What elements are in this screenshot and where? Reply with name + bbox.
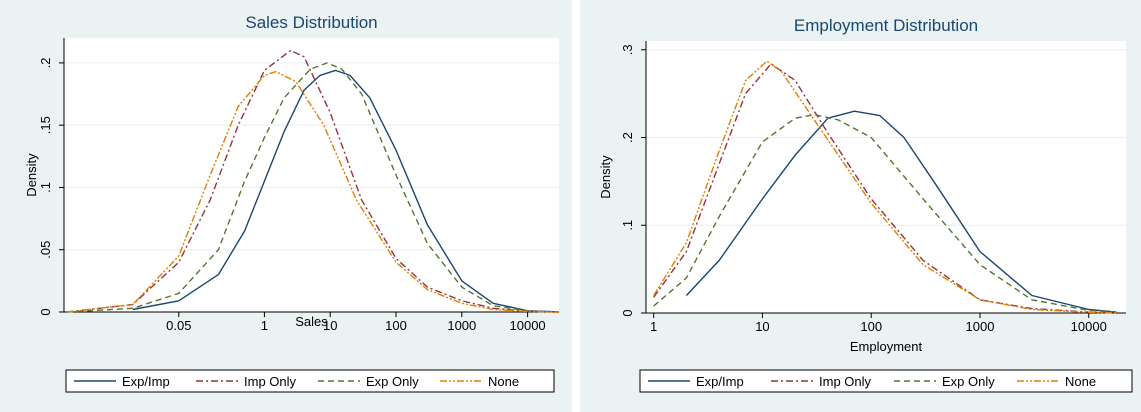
series-line-none <box>66 70 560 313</box>
x-tick-label: 10 <box>755 319 769 334</box>
series-line-exp-only <box>66 62 560 313</box>
plot-area <box>646 41 1126 313</box>
chart-2: 0 .1 .2 .3 1 10 100 1000 10000 Employment Distrib… <box>580 0 1141 412</box>
y-tick-label: .1 <box>38 182 53 193</box>
series-line-exp-only <box>653 114 1117 313</box>
legend-label-exp-imp: Exp/Imp <box>696 374 744 389</box>
plot-area <box>64 38 559 312</box>
series-line-exp-imp <box>685 110 1117 313</box>
y-tick-label: .3 <box>620 44 635 55</box>
legend-label-exp-only: Exp Only <box>366 374 419 389</box>
x-tick-label: 1 <box>650 319 657 334</box>
legend-label-none: None <box>1065 374 1096 389</box>
legend-label-none: None <box>488 374 519 389</box>
y-tick-label: .2 <box>620 132 635 143</box>
x-tick-label: 100 <box>385 318 407 333</box>
x-tick-label: 10 <box>323 318 337 333</box>
x-tick-label: 100 <box>860 319 882 334</box>
y-tick-label: .2 <box>38 57 53 68</box>
x-tick-label: 10000 <box>1071 319 1107 334</box>
legend-box <box>65 369 555 393</box>
x-tick-label: 1000 <box>447 318 476 333</box>
legend-label-exp-only: Exp Only <box>942 374 995 389</box>
x-tick-label: 10000 <box>510 318 546 333</box>
y-tick-label: 0 <box>620 309 635 316</box>
chart-title: Sales Distribution <box>245 13 377 32</box>
y-tick-label: .05 <box>38 241 53 259</box>
y-tick-label: .15 <box>38 116 53 134</box>
legend: Exp/Imp Imp Only Exp Only None <box>639 369 1133 393</box>
y-tick-label: .1 <box>620 220 635 231</box>
legend-label-imp-only: Imp Only <box>819 374 872 389</box>
x-tick-label: 1000 <box>966 319 995 334</box>
y-axis-label: Density <box>24 153 39 197</box>
series-line-exp-imp <box>132 69 560 313</box>
series-line-imp-only <box>653 63 1117 314</box>
series-line-none <box>653 60 1117 314</box>
y-tick-label: 0 <box>38 308 53 315</box>
x-tick-label: 1 <box>261 318 268 333</box>
legend: Exp/Imp Imp Only Exp Only None <box>65 369 555 393</box>
x-axis-label: Employment <box>850 339 923 354</box>
legend-label-exp-imp: Exp/Imp <box>122 374 170 389</box>
x-axis-label: Sales <box>295 314 328 329</box>
legend-label-imp-only: Imp Only <box>244 374 297 389</box>
x-tick-label: 0.05 <box>166 318 191 333</box>
chart-title: Employment Distribution <box>794 16 978 35</box>
y-axis-label: Density <box>598 155 613 199</box>
legend-box <box>639 369 1133 393</box>
